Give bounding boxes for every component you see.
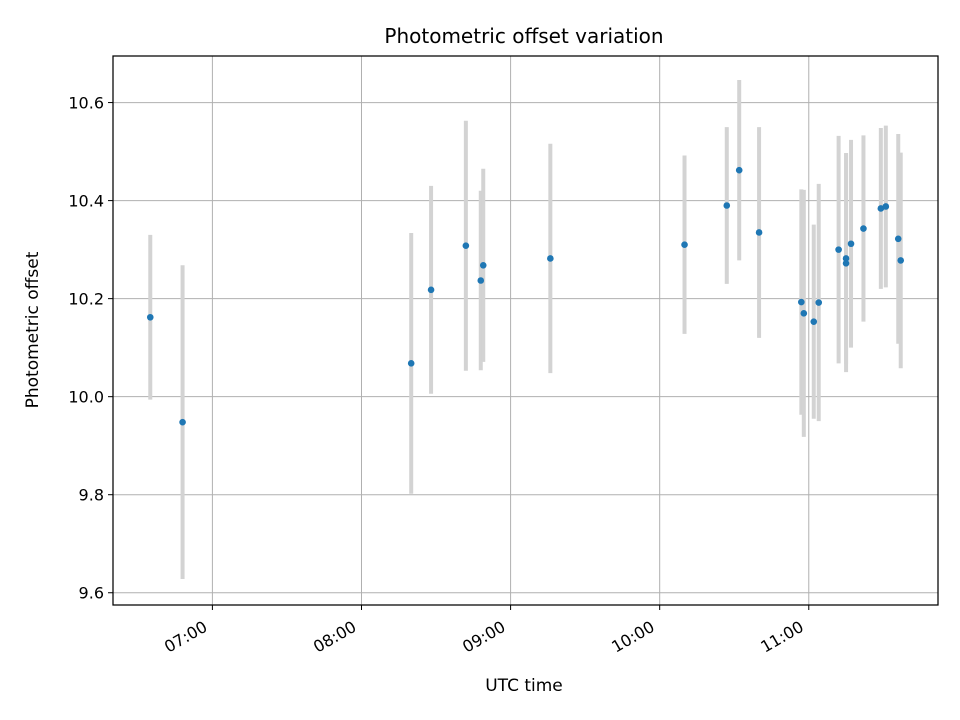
data-point <box>427 286 435 294</box>
y-axis-title: Photometric offset <box>23 251 43 408</box>
data-point <box>835 246 842 253</box>
data-point <box>681 241 688 249</box>
data-point <box>755 229 763 236</box>
data-point <box>146 313 154 321</box>
chart-title: Photometric offset variation <box>384 24 663 48</box>
data-point <box>477 277 485 284</box>
y-tick-label: 9.6 <box>79 584 104 603</box>
data-point <box>462 242 470 249</box>
data-point <box>847 240 855 248</box>
data-point <box>179 418 186 426</box>
y-tick-label: 10.6 <box>68 94 104 113</box>
y-tick-label: 10.0 <box>68 388 104 407</box>
x-axis-title: UTC time <box>485 676 563 696</box>
data-point <box>894 235 902 243</box>
data-point <box>897 257 905 264</box>
data-point <box>810 318 818 325</box>
y-tick-label: 9.8 <box>79 486 104 505</box>
data-point <box>877 205 885 212</box>
data-point <box>882 203 890 210</box>
data-point <box>407 360 415 367</box>
data-point <box>479 262 487 269</box>
data-point <box>842 260 850 267</box>
data-point <box>842 255 850 262</box>
data-point <box>860 225 867 232</box>
y-axis-ticks: 9.6 9.8 10.0 10.2 10.4 10.6 <box>68 94 113 603</box>
data-point <box>723 202 731 209</box>
data-point <box>735 166 743 174</box>
data-point <box>798 298 805 306</box>
plot-frame <box>112 55 939 606</box>
y-tick-label: 10.4 <box>68 192 104 211</box>
y-tick-label: 10.2 <box>68 290 104 309</box>
data-points <box>146 166 905 426</box>
data-point <box>815 299 823 306</box>
data-point <box>800 310 808 317</box>
data-point <box>547 255 554 262</box>
